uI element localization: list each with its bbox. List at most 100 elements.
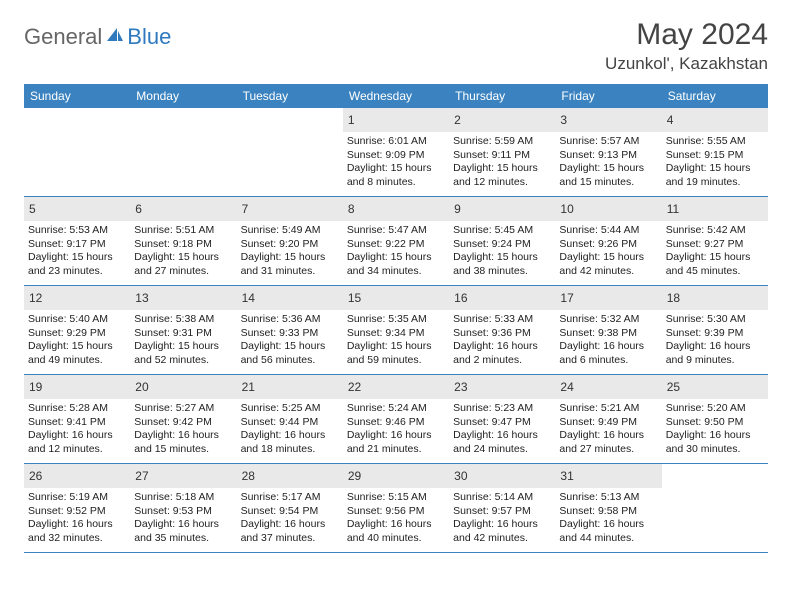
day-number: 14 bbox=[242, 291, 255, 305]
daynum-bar: 31 bbox=[555, 464, 661, 488]
day-number: 26 bbox=[29, 469, 42, 483]
day-info-line: Sunrise: 5:49 AM bbox=[241, 224, 339, 238]
day-number: 1 bbox=[348, 113, 355, 127]
day-number: 23 bbox=[454, 380, 467, 394]
day-cell: 24Sunrise: 5:21 AMSunset: 9:49 PMDayligh… bbox=[555, 375, 661, 463]
day-cell: 28Sunrise: 5:17 AMSunset: 9:54 PMDayligh… bbox=[237, 464, 343, 552]
day-cell: 16Sunrise: 5:33 AMSunset: 9:36 PMDayligh… bbox=[449, 286, 555, 374]
day-info-line: Daylight: 15 hours bbox=[453, 162, 551, 176]
day-info-line: Daylight: 15 hours bbox=[28, 340, 126, 354]
daynum-bar: 3 bbox=[555, 108, 661, 132]
day-cell: 30Sunrise: 5:14 AMSunset: 9:57 PMDayligh… bbox=[449, 464, 555, 552]
day-number: 30 bbox=[454, 469, 467, 483]
day-info-line: and 38 minutes. bbox=[453, 265, 551, 279]
day-number: 10 bbox=[560, 202, 573, 216]
day-number: 20 bbox=[135, 380, 148, 394]
day-info-line: Daylight: 16 hours bbox=[453, 340, 551, 354]
weekday-header: Saturday bbox=[662, 84, 768, 108]
day-number: 6 bbox=[135, 202, 142, 216]
day-info-line: Sunrise: 5:57 AM bbox=[559, 135, 657, 149]
day-info-line: and 31 minutes. bbox=[241, 265, 339, 279]
month-year: May 2024 bbox=[605, 18, 768, 52]
day-info-line: and 32 minutes. bbox=[28, 532, 126, 546]
day-info-line: Sunset: 9:38 PM bbox=[559, 327, 657, 341]
day-info-line: Sunset: 9:29 PM bbox=[28, 327, 126, 341]
day-info-line: Sunset: 9:11 PM bbox=[453, 149, 551, 163]
day-info-line: Sunrise: 5:30 AM bbox=[666, 313, 764, 327]
day-number: 21 bbox=[242, 380, 255, 394]
day-info-line: Daylight: 15 hours bbox=[347, 162, 445, 176]
day-info-line: Sunrise: 5:59 AM bbox=[453, 135, 551, 149]
day-info-line: and 42 minutes. bbox=[559, 265, 657, 279]
daynum-bar: 18 bbox=[662, 286, 768, 310]
day-cell: 7Sunrise: 5:49 AMSunset: 9:20 PMDaylight… bbox=[237, 197, 343, 285]
day-info-line: Sunrise: 5:23 AM bbox=[453, 402, 551, 416]
calendar-grid: SundayMondayTuesdayWednesdayThursdayFrid… bbox=[24, 84, 768, 553]
day-info-line: Daylight: 15 hours bbox=[666, 162, 764, 176]
day-cell-empty bbox=[24, 108, 130, 196]
day-info-line: and 15 minutes. bbox=[559, 176, 657, 190]
day-info-line: Daylight: 16 hours bbox=[559, 518, 657, 532]
day-number: 28 bbox=[242, 469, 255, 483]
day-info-line: and 15 minutes. bbox=[134, 443, 232, 457]
day-info-line: Daylight: 16 hours bbox=[28, 429, 126, 443]
calendar-page: General Blue May 2024 Uzunkol', Kazakhst… bbox=[0, 0, 792, 563]
day-cell: 29Sunrise: 5:15 AMSunset: 9:56 PMDayligh… bbox=[343, 464, 449, 552]
day-cell: 23Sunrise: 5:23 AMSunset: 9:47 PMDayligh… bbox=[449, 375, 555, 463]
day-info-line: Sunrise: 5:25 AM bbox=[241, 402, 339, 416]
day-info-line: Sunset: 9:39 PM bbox=[666, 327, 764, 341]
day-cell: 25Sunrise: 5:20 AMSunset: 9:50 PMDayligh… bbox=[662, 375, 768, 463]
day-info-line: Daylight: 16 hours bbox=[666, 429, 764, 443]
day-info-line: Sunset: 9:26 PM bbox=[559, 238, 657, 252]
day-info-line: Sunrise: 5:40 AM bbox=[28, 313, 126, 327]
day-info-line: Sunset: 9:20 PM bbox=[241, 238, 339, 252]
weekday-header: Friday bbox=[555, 84, 661, 108]
day-info-line: Daylight: 16 hours bbox=[134, 518, 232, 532]
daynum-bar: 7 bbox=[237, 197, 343, 221]
day-info-line: Daylight: 16 hours bbox=[666, 340, 764, 354]
daynum-bar: 19 bbox=[24, 375, 130, 399]
day-info-line: Daylight: 15 hours bbox=[666, 251, 764, 265]
weeks-container: 1Sunrise: 6:01 AMSunset: 9:09 PMDaylight… bbox=[24, 108, 768, 553]
day-info-line: Sunset: 9:50 PM bbox=[666, 416, 764, 430]
day-info-line: Sunrise: 5:24 AM bbox=[347, 402, 445, 416]
daynum-bar: 23 bbox=[449, 375, 555, 399]
day-info-line: and 27 minutes. bbox=[134, 265, 232, 279]
day-info-line: Sunrise: 5:14 AM bbox=[453, 491, 551, 505]
day-info-line: Daylight: 15 hours bbox=[134, 340, 232, 354]
day-info-line: Sunset: 9:47 PM bbox=[453, 416, 551, 430]
day-info-line: Sunrise: 5:27 AM bbox=[134, 402, 232, 416]
logo-text-general: General bbox=[24, 24, 102, 50]
day-cell: 8Sunrise: 5:47 AMSunset: 9:22 PMDaylight… bbox=[343, 197, 449, 285]
day-number: 25 bbox=[667, 380, 680, 394]
day-info-line: Sunset: 9:27 PM bbox=[666, 238, 764, 252]
day-info-line: Sunset: 9:44 PM bbox=[241, 416, 339, 430]
day-cell: 6Sunrise: 5:51 AMSunset: 9:18 PMDaylight… bbox=[130, 197, 236, 285]
day-number: 12 bbox=[29, 291, 42, 305]
daynum-bar: 22 bbox=[343, 375, 449, 399]
day-info-line: Daylight: 15 hours bbox=[559, 162, 657, 176]
day-info-line: Daylight: 16 hours bbox=[453, 518, 551, 532]
day-cell: 17Sunrise: 5:32 AMSunset: 9:38 PMDayligh… bbox=[555, 286, 661, 374]
day-number: 19 bbox=[29, 380, 42, 394]
week-row: 26Sunrise: 5:19 AMSunset: 9:52 PMDayligh… bbox=[24, 464, 768, 553]
daynum-bar: 6 bbox=[130, 197, 236, 221]
day-info-line: and 24 minutes. bbox=[453, 443, 551, 457]
day-number: 13 bbox=[135, 291, 148, 305]
day-cell-empty bbox=[130, 108, 236, 196]
day-number: 27 bbox=[135, 469, 148, 483]
day-info-line: Sunrise: 5:36 AM bbox=[241, 313, 339, 327]
day-cell: 18 Sunrise: 5:30 AMSunset: 9:39 PMDayligh… bbox=[662, 286, 768, 374]
daynum-bar: 2 bbox=[449, 108, 555, 132]
day-info-line: Sunrise: 5:33 AM bbox=[453, 313, 551, 327]
week-row: 5Sunrise: 5:53 AMSunset: 9:17 PMDaylight… bbox=[24, 197, 768, 286]
day-info-line: Daylight: 15 hours bbox=[347, 251, 445, 265]
day-info-line: Sunset: 9:22 PM bbox=[347, 238, 445, 252]
day-info-line: Sunset: 9:31 PM bbox=[134, 327, 232, 341]
day-cell: 26Sunrise: 5:19 AMSunset: 9:52 PMDayligh… bbox=[24, 464, 130, 552]
daynum-bar: 26 bbox=[24, 464, 130, 488]
day-number: 29 bbox=[348, 469, 361, 483]
title-block: May 2024 Uzunkol', Kazakhstan bbox=[605, 18, 768, 74]
day-number: 7 bbox=[242, 202, 249, 216]
day-cell: 1Sunrise: 6:01 AMSunset: 9:09 PMDaylight… bbox=[343, 108, 449, 196]
